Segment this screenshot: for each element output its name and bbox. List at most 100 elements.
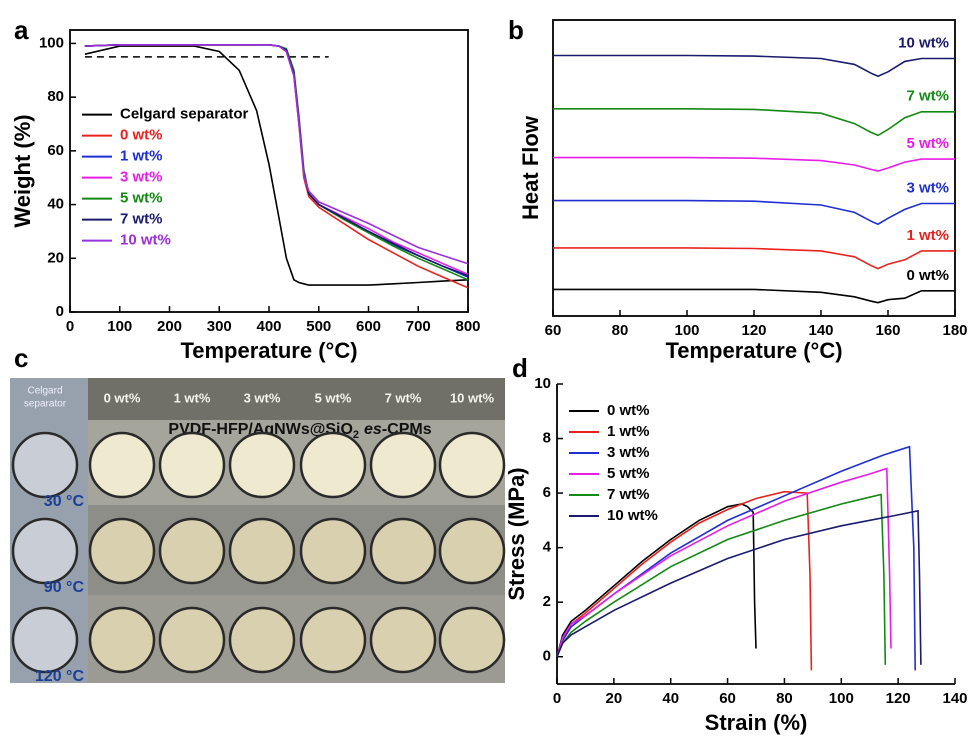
x-tick-label: 140 — [942, 690, 967, 707]
row-label: 30 °C — [44, 493, 85, 510]
x-tick-label: 300 — [207, 318, 232, 335]
membrane — [369, 517, 437, 585]
series-line — [553, 108, 955, 137]
legend-label: 7 wt% — [607, 486, 650, 503]
y-axis-title: Weight (%) — [10, 114, 35, 227]
series-line — [553, 54, 955, 78]
legend-label: 3 wt% — [120, 169, 163, 186]
y-tick-label: 4 — [543, 539, 552, 556]
column-label: 3 wt% — [244, 390, 281, 405]
series-label: 7 wt% — [906, 88, 949, 105]
legend-label: 5 wt% — [607, 465, 650, 482]
membrane — [299, 517, 367, 585]
series-line — [556, 509, 922, 665]
series-line — [84, 45, 469, 286]
column-label: 7 wt% — [385, 390, 422, 405]
membrane — [88, 517, 156, 585]
membrane — [228, 517, 296, 585]
y-axis-title: Stress (MPa) — [504, 467, 529, 600]
membrane — [158, 431, 226, 499]
membrane — [88, 431, 156, 499]
x-tick-label: 180 — [942, 322, 967, 339]
photo-caption: PVDF-HFP/AgNWs@SiO2 es-CPMs — [168, 421, 431, 441]
series-line — [556, 445, 916, 671]
y-axis-title: Heat Flow — [518, 115, 543, 220]
legend-label: 10 wt% — [120, 232, 171, 249]
y-tick-label: 100 — [39, 34, 64, 51]
legend-label: 7 wt% — [120, 211, 163, 228]
x-tick-label: 100 — [674, 322, 699, 339]
y-tick-label: 8 — [543, 430, 551, 447]
x-tick-label: 0 — [66, 318, 74, 335]
membrane — [228, 431, 296, 499]
column-label: 5 wt% — [315, 390, 352, 405]
y-tick-label: 6 — [543, 484, 551, 501]
series-line — [553, 156, 955, 172]
x-tick-label: 160 — [875, 322, 900, 339]
panel-label: b — [508, 15, 524, 45]
y-tick-label: 2 — [543, 593, 551, 610]
x-tick-label: 120 — [886, 690, 911, 707]
caption-subscript: 2 — [353, 429, 359, 441]
membrane — [88, 606, 156, 674]
x-tick-label: 60 — [719, 690, 736, 707]
legend-label: 10 wt% — [607, 507, 658, 524]
y-tick-label: 60 — [47, 142, 64, 159]
series-label: 10 wt% — [898, 34, 949, 51]
x-tick-label: 100 — [107, 318, 132, 335]
legend-label: Celgard separator — [120, 106, 249, 123]
column-label: 10 wt% — [450, 390, 495, 405]
series-label: 5 wt% — [906, 135, 949, 152]
y-tick-label: 0 — [543, 648, 551, 665]
corner-label: separator — [24, 399, 67, 410]
series-line — [556, 467, 892, 657]
column-label: 0 wt% — [104, 390, 141, 405]
row-label: 120 °C — [35, 668, 85, 685]
photo-header — [10, 378, 505, 420]
panel-label: c — [14, 343, 28, 373]
legend-label: 1 wt% — [607, 423, 650, 440]
membrane — [438, 517, 506, 585]
corner-label: Celgard — [27, 386, 62, 397]
y-tick-label: 40 — [47, 196, 64, 213]
x-tick-label: 40 — [662, 690, 679, 707]
x-tick-label: 0 — [553, 690, 561, 707]
membrane — [158, 517, 226, 585]
membrane — [11, 606, 79, 674]
column-label: 1 wt% — [174, 390, 211, 405]
series-line — [553, 247, 955, 270]
legend-label: 1 wt% — [120, 148, 163, 165]
x-tick-label: 800 — [455, 318, 480, 335]
panel-label: a — [14, 15, 29, 45]
x-tick-label: 80 — [612, 322, 629, 339]
membrane — [299, 431, 367, 499]
series-line — [556, 503, 757, 657]
row-label: 90 °C — [44, 579, 85, 596]
x-axis-title: Temperature (°C) — [180, 338, 357, 363]
x-tick-label: 200 — [157, 318, 182, 335]
membrane — [438, 431, 506, 499]
plot-frame — [552, 19, 956, 317]
photo-panel: Celgard separator PVDF-HFP/AgNWs@SiO2 es-… — [10, 378, 506, 685]
series-label: 1 wt% — [906, 227, 949, 244]
series-line — [556, 493, 887, 665]
series-label: 0 wt% — [906, 267, 949, 284]
x-axis-title: Strain (%) — [705, 710, 808, 735]
membrane — [11, 431, 79, 499]
y-tick-label: 10 — [534, 375, 551, 392]
x-tick-label: 60 — [545, 322, 562, 339]
x-tick-label: 700 — [406, 318, 431, 335]
series-line — [84, 44, 469, 265]
series-line — [556, 490, 813, 671]
series-label: 3 wt% — [906, 179, 949, 196]
series-line — [553, 199, 955, 226]
caption-part: PVDF-HFP/AgNWs@SiO — [168, 421, 353, 438]
membrane — [228, 606, 296, 674]
membrane — [299, 606, 367, 674]
x-tick-label: 100 — [829, 690, 854, 707]
x-tick-label: 140 — [808, 322, 833, 339]
caption-part: es — [364, 421, 382, 438]
panel-label: d — [512, 353, 528, 383]
legend-label: 0 wt% — [120, 127, 163, 144]
series-line — [553, 288, 955, 304]
